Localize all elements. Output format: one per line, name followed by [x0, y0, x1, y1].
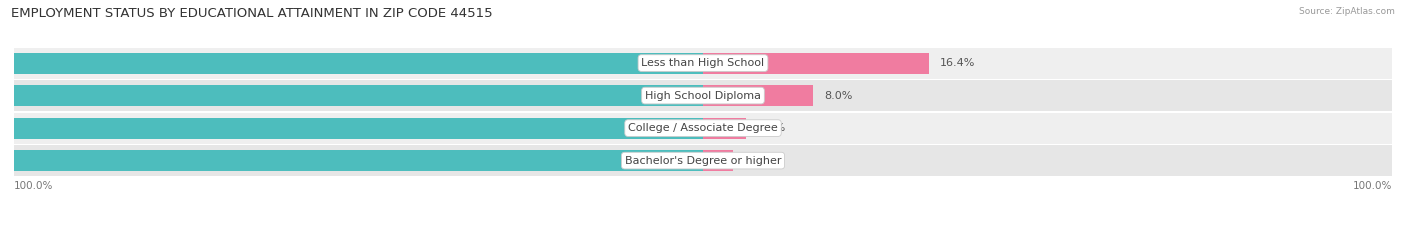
Bar [0, 150, 703, 171]
Bar [14, 113, 1392, 144]
Bar [703, 85, 813, 106]
Bar [703, 52, 929, 74]
Text: 16.4%: 16.4% [941, 58, 976, 68]
Text: 8.0%: 8.0% [824, 91, 852, 101]
Text: Bachelor's Degree or higher: Bachelor's Degree or higher [624, 156, 782, 166]
Text: 3.1%: 3.1% [756, 123, 785, 133]
Text: Less than High School: Less than High School [641, 58, 765, 68]
Bar [703, 150, 734, 171]
Text: High School Diploma: High School Diploma [645, 91, 761, 101]
Text: 100.0%: 100.0% [1353, 181, 1392, 191]
Text: EMPLOYMENT STATUS BY EDUCATIONAL ATTAINMENT IN ZIP CODE 44515: EMPLOYMENT STATUS BY EDUCATIONAL ATTAINM… [11, 7, 494, 20]
Bar [14, 80, 1392, 111]
Bar [0, 117, 703, 139]
Text: 100.0%: 100.0% [14, 181, 53, 191]
Bar [0, 85, 703, 106]
Text: College / Associate Degree: College / Associate Degree [628, 123, 778, 133]
Text: Source: ZipAtlas.com: Source: ZipAtlas.com [1299, 7, 1395, 16]
Bar [703, 117, 745, 139]
Text: 2.2%: 2.2% [744, 156, 773, 166]
Bar [14, 48, 1392, 79]
Bar [14, 145, 1392, 176]
Bar [0, 52, 703, 74]
